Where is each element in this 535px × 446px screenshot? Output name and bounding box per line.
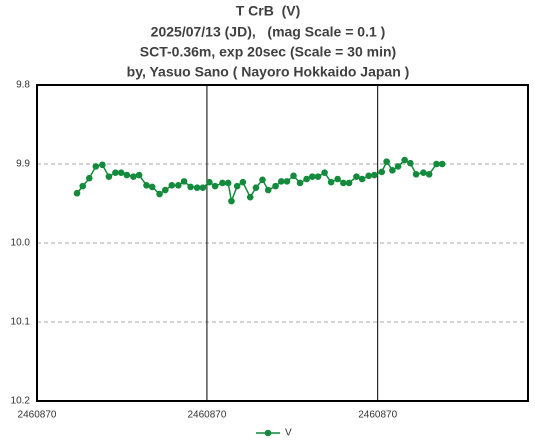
- data-point: [168, 182, 176, 189]
- x-tick-label: 2460870: [358, 410, 397, 421]
- data-point: [283, 178, 291, 185]
- data-point: [309, 173, 316, 180]
- x-tick-label: 2460870: [18, 410, 57, 421]
- data-point: [389, 167, 396, 174]
- plot-frame: [36, 84, 529, 402]
- data-point: [148, 183, 156, 191]
- y-tick-label: 10.1: [11, 317, 31, 328]
- data-point: [371, 171, 378, 179]
- data-point: [345, 179, 353, 187]
- data-point: [199, 184, 207, 191]
- data-point: [296, 179, 304, 187]
- data-point: [175, 182, 182, 189]
- data-point: [420, 169, 427, 176]
- data-point: [412, 170, 420, 178]
- y-tick-label: 9.8: [16, 80, 30, 91]
- data-point: [105, 173, 113, 180]
- data-point: [143, 182, 150, 189]
- data-point: [321, 169, 328, 176]
- data-point: [219, 179, 226, 187]
- data-point: [117, 169, 125, 176]
- data-point: [187, 183, 194, 191]
- data-point: [130, 173, 137, 180]
- data-point: [272, 182, 279, 190]
- data-point: [92, 163, 100, 170]
- data-point: [264, 186, 272, 194]
- data-point: [378, 168, 386, 176]
- data-point: [135, 171, 143, 179]
- data-point: [327, 178, 335, 186]
- data-point: [161, 186, 169, 194]
- data-point: [277, 178, 285, 185]
- data-point: [394, 163, 402, 170]
- data-point: [334, 175, 341, 183]
- legend-label: V: [285, 428, 292, 439]
- data-point: [85, 174, 93, 182]
- data-point: [353, 173, 360, 180]
- data-point: [365, 172, 372, 180]
- legend-marker: [264, 429, 272, 437]
- data-point: [112, 169, 119, 176]
- x-tick-label: 2460870: [187, 410, 226, 421]
- data-point: [73, 189, 81, 197]
- data-point: [425, 170, 433, 178]
- data-point: [383, 158, 390, 165]
- data-point: [239, 178, 247, 186]
- data-point: [228, 197, 235, 205]
- data-point: [290, 172, 297, 180]
- data-point: [401, 156, 408, 164]
- data-point: [99, 161, 106, 169]
- data-point: [246, 193, 254, 201]
- data-point: [180, 178, 188, 185]
- chart-subtitle: SCT-0.36m, exp 20sec (Scale = 30 min): [140, 44, 396, 60]
- data-point: [252, 184, 260, 191]
- data-point: [314, 173, 322, 180]
- data-point: [123, 171, 131, 179]
- data-point: [407, 159, 414, 167]
- chart-title: T CrB (V): [236, 3, 301, 19]
- data-point: [79, 182, 87, 190]
- y-tick-label: 10.0: [11, 238, 31, 249]
- data-point: [259, 176, 266, 184]
- data-point: [233, 182, 241, 190]
- data-point: [340, 179, 347, 187]
- data-point: [156, 190, 163, 198]
- data-point: [224, 179, 232, 187]
- data-point: [433, 160, 440, 168]
- data-point: [206, 178, 213, 186]
- data-point: [358, 175, 366, 183]
- chart-subtitle: by, Yasuo Sano ( Nayoro Hokkaido Japan ): [127, 64, 410, 80]
- data-point: [193, 184, 201, 191]
- data-point: [438, 160, 446, 168]
- data-point: [303, 175, 310, 183]
- chart-subtitle: 2025/07/13 (JD), (mag Scale = 0.1 ): [151, 24, 386, 40]
- data-point: [211, 182, 219, 190]
- y-tick-label: 10.2: [11, 396, 31, 407]
- y-tick-label: 9.9: [16, 159, 30, 170]
